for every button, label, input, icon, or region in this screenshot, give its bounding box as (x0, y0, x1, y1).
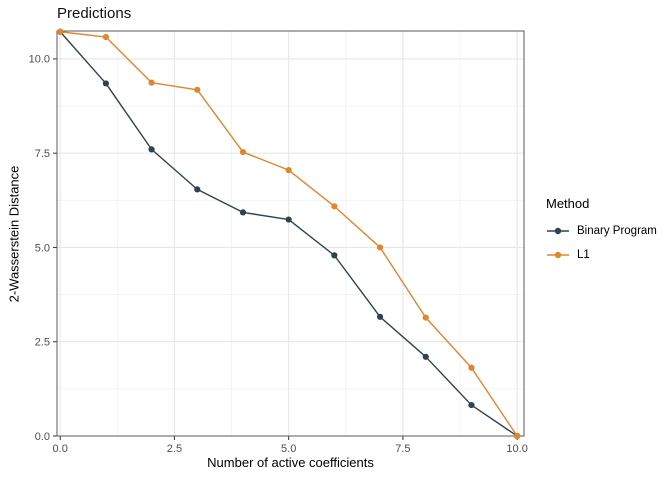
data-point-l1 (148, 79, 155, 86)
data-point-binary-program (102, 80, 109, 87)
y-tick-label: 0.0 (35, 431, 50, 443)
panel-border (56, 30, 525, 437)
data-point-binary-program (468, 401, 475, 409)
data-point-binary-program (376, 313, 384, 320)
data-point-l1 (285, 167, 292, 174)
y-tick-label: 5.0 (35, 242, 50, 254)
y-tick-label: 10.0 (29, 54, 50, 66)
legend-title: Method (546, 196, 590, 211)
legend-key-line-dot-icon (547, 227, 569, 235)
x-tick-label: 7.5 (395, 443, 410, 455)
x-axis-title: Number of active coefficients (207, 455, 374, 470)
x-tick-label: 5.0 (281, 443, 296, 455)
data-point-l1 (194, 86, 201, 93)
x-tick-label: 2.5 (167, 443, 182, 455)
data-point-binary-program (148, 146, 155, 153)
data-point-l1 (331, 203, 338, 210)
legend-label: L1 (577, 249, 590, 261)
data-point-binary-program (239, 209, 247, 216)
legend-label: Binary Program (577, 225, 657, 237)
x-tick-label: 10.0 (506, 443, 527, 455)
data-point-l1 (514, 432, 521, 440)
data-point-binary-program (422, 353, 429, 360)
data-point-l1 (468, 364, 475, 371)
data-point-l1 (57, 28, 64, 35)
data-point-binary-program (331, 252, 338, 259)
y-tick-label: 2.5 (35, 337, 50, 349)
legend-entry-binary-program: Binary Program (546, 224, 657, 238)
x-tick-label: 0.0 (53, 443, 68, 455)
legend-entry-l1: L1 (546, 248, 657, 262)
data-point-l1 (102, 33, 109, 41)
legend: Method Binary Program L1 (546, 196, 657, 272)
data-point-binary-program (285, 216, 292, 223)
y-tick-label: 7.5 (35, 148, 50, 160)
data-point-binary-program (194, 186, 201, 193)
y-axis-title: 2-Wasserstein Distance (6, 165, 22, 303)
chart-title: Predictions (57, 5, 132, 22)
legend-key-line-dot-icon (547, 251, 569, 259)
data-point-l1 (376, 244, 384, 251)
data-point-l1 (422, 314, 429, 321)
data-point-l1 (239, 148, 247, 156)
